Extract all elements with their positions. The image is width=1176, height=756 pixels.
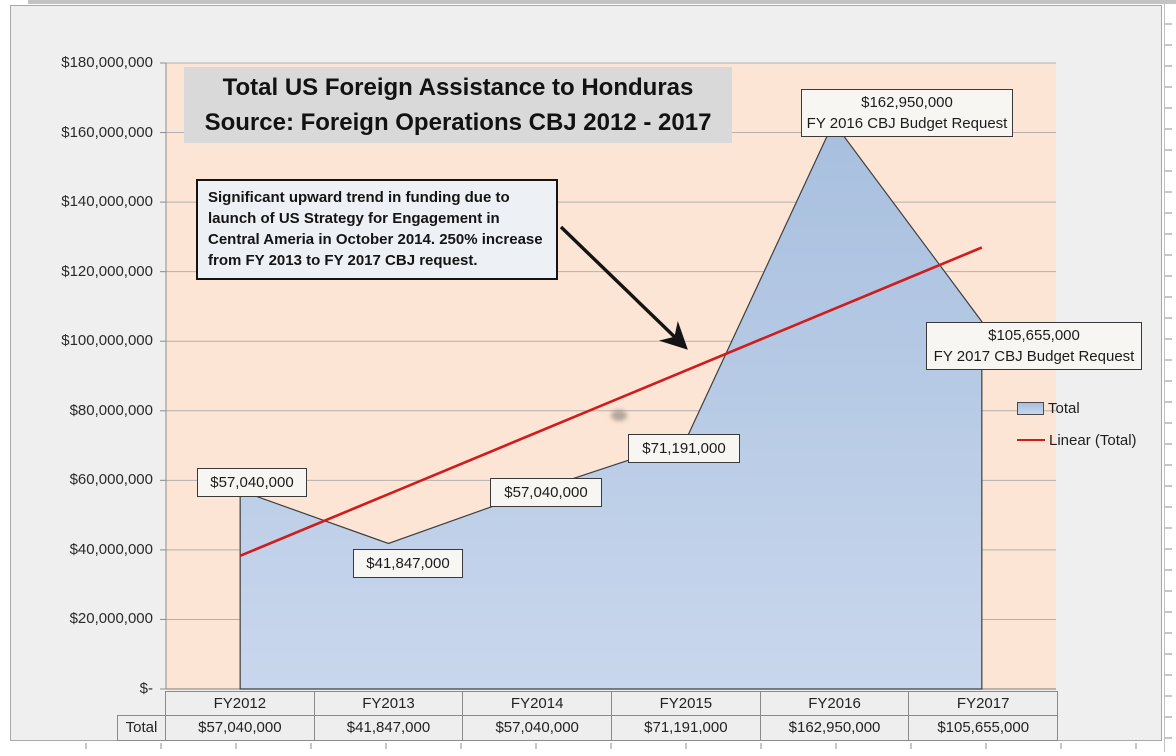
chart-title[interactable]: Total US Foreign Assistance to Honduras … <box>184 67 732 143</box>
y-tick-label: $180,000,000 <box>61 54 153 71</box>
data-label-value: $57,040,000 <box>504 484 588 501</box>
y-tick-label: $140,000,000 <box>61 193 153 211</box>
data-label-fy2012[interactable]: $57,040,000 <box>197 468 307 497</box>
data-label-fy2017[interactable]: $105,655,000 FY 2017 CBJ Budget Request <box>926 322 1142 370</box>
legend-swatch-line-icon <box>1017 439 1045 441</box>
chart-object[interactable]: $180,000,000 $160,000,000 $140,000,000 $120… <box>10 5 1162 741</box>
chart-title-line1: Total US Foreign Assistance to Honduras <box>222 74 694 101</box>
legend-item-total[interactable]: Total <box>1017 396 1157 420</box>
sheet-row-ticks <box>1164 4 1176 752</box>
y-tick-label: $120,000,000 <box>61 262 153 280</box>
table-category-cell: FY2012 <box>165 691 315 716</box>
legend-item-linear[interactable]: Linear (Total) <box>1017 428 1157 452</box>
table-category-cell: FY2014 <box>462 691 613 716</box>
data-label-fy2015[interactable]: $71,191,000 <box>628 434 740 463</box>
table-value-cell: $41,847,000 <box>313 715 464 741</box>
y-tick-label: $100,000,000 <box>61 332 153 350</box>
data-label-caption: FY 2016 CBJ Budget Request <box>806 115 1008 132</box>
data-label-fy2013[interactable]: $41,847,000 <box>353 549 463 578</box>
table-value-cell: $57,040,000 <box>462 715 613 741</box>
data-label-value: $105,655,000 <box>988 327 1080 344</box>
table-category-cell: FY2013 <box>313 691 464 716</box>
data-label-fy2014[interactable]: $57,040,000 <box>490 478 602 507</box>
legend[interactable]: Total Linear (Total) <box>1017 396 1157 460</box>
table-value-row: Total $57,040,000 $41,847,000 $57,040,000 $7… <box>117 715 1059 741</box>
table-category-cell: FY2016 <box>759 691 910 716</box>
table-value-cell: $162,950,000 <box>759 715 910 741</box>
table-row-header: Total <box>117 715 166 741</box>
annotation-box[interactable]: Significant upward trend in funding due … <box>196 179 558 280</box>
sheet-top-border <box>28 0 1176 4</box>
y-tick-label: $80,000,000 <box>69 401 153 419</box>
data-label-fy2016[interactable]: $162,950,000 FY 2016 CBJ Budget Request <box>801 89 1013 137</box>
table-value-cell: $71,191,000 <box>611 715 761 741</box>
legend-label-linear: Linear (Total) <box>1049 431 1137 449</box>
data-label-value: $57,040,000 <box>210 474 294 491</box>
y-tick-label: $- <box>139 680 153 697</box>
table-value-cell: $105,655,000 <box>908 715 1059 741</box>
plot-area <box>160 62 1056 690</box>
chart-title-line2: Source: Foreign Operations CBJ 2012 - 20… <box>204 109 712 136</box>
table-value-cell: $57,040,000 <box>165 715 315 741</box>
y-tick-label: $40,000,000 <box>69 540 153 558</box>
data-label-value: $71,191,000 <box>642 440 726 457</box>
y-tick-label: $20,000,000 <box>69 610 153 628</box>
y-tick-label: $160,000,000 <box>61 123 153 141</box>
data-table[interactable]: FY2012 FY2013 FY2014 FY2015 FY2016 FY2017 Tota… <box>117 691 1059 741</box>
table-category-row: FY2012 FY2013 FY2014 FY2015 FY2016 FY2017 <box>165 691 1059 716</box>
y-tick-label: $60,000,000 <box>69 471 153 489</box>
smudge-artifact <box>611 410 627 421</box>
legend-label-total: Total <box>1048 399 1080 417</box>
data-label-caption: FY 2017 CBJ Budget Request <box>933 348 1135 365</box>
table-category-cell: FY2015 <box>611 691 761 716</box>
legend-swatch-area-icon <box>1017 401 1044 415</box>
table-category-cell: FY2017 <box>908 691 1059 716</box>
sheet-column-ticks <box>12 743 1164 750</box>
data-label-value: $41,847,000 <box>366 555 450 572</box>
data-label-value: $162,950,000 <box>861 94 953 111</box>
